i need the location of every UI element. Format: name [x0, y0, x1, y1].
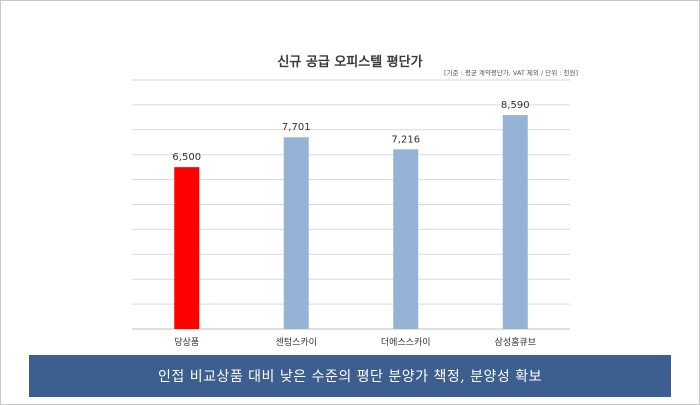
bar-2	[283, 137, 309, 329]
chart-title: 신규 공급 오피스텔 평단가	[277, 55, 423, 70]
value-labels: 6,500 7,701 7,216 8,590	[172, 100, 529, 163]
x-tick-label: 당상품	[174, 337, 199, 348]
x-tick-label: 센텀스카이	[276, 336, 317, 348]
x-tick-label: 삼성홈큐브	[495, 336, 536, 348]
value-label: 6,500	[172, 152, 201, 163]
value-label: 7,216	[391, 134, 420, 145]
chart-note: [기준 : 평균 계약평단가, VAT 제외 / 단위 : 천원]	[444, 69, 578, 77]
x-tick-label: 더에스스카이	[381, 337, 431, 348]
bar-3	[393, 149, 419, 329]
value-label: 8,590	[501, 100, 530, 111]
summary-banner-text: 인접 비교상품 대비 낮은 수준의 평단 분양가 책정, 분양성 확보	[157, 369, 542, 385]
bar-1	[174, 167, 200, 329]
summary-banner: 인접 비교상품 대비 낮은 수준의 평단 분양가 책정, 분양성 확보	[29, 355, 671, 397]
bar-4	[502, 115, 528, 329]
gridlines	[132, 79, 570, 330]
bars	[174, 115, 528, 329]
x-tick-labels: 당상품 센텀스카이 더에스스카이 삼성홈큐브	[174, 336, 536, 348]
value-label: 7,701	[282, 122, 311, 133]
